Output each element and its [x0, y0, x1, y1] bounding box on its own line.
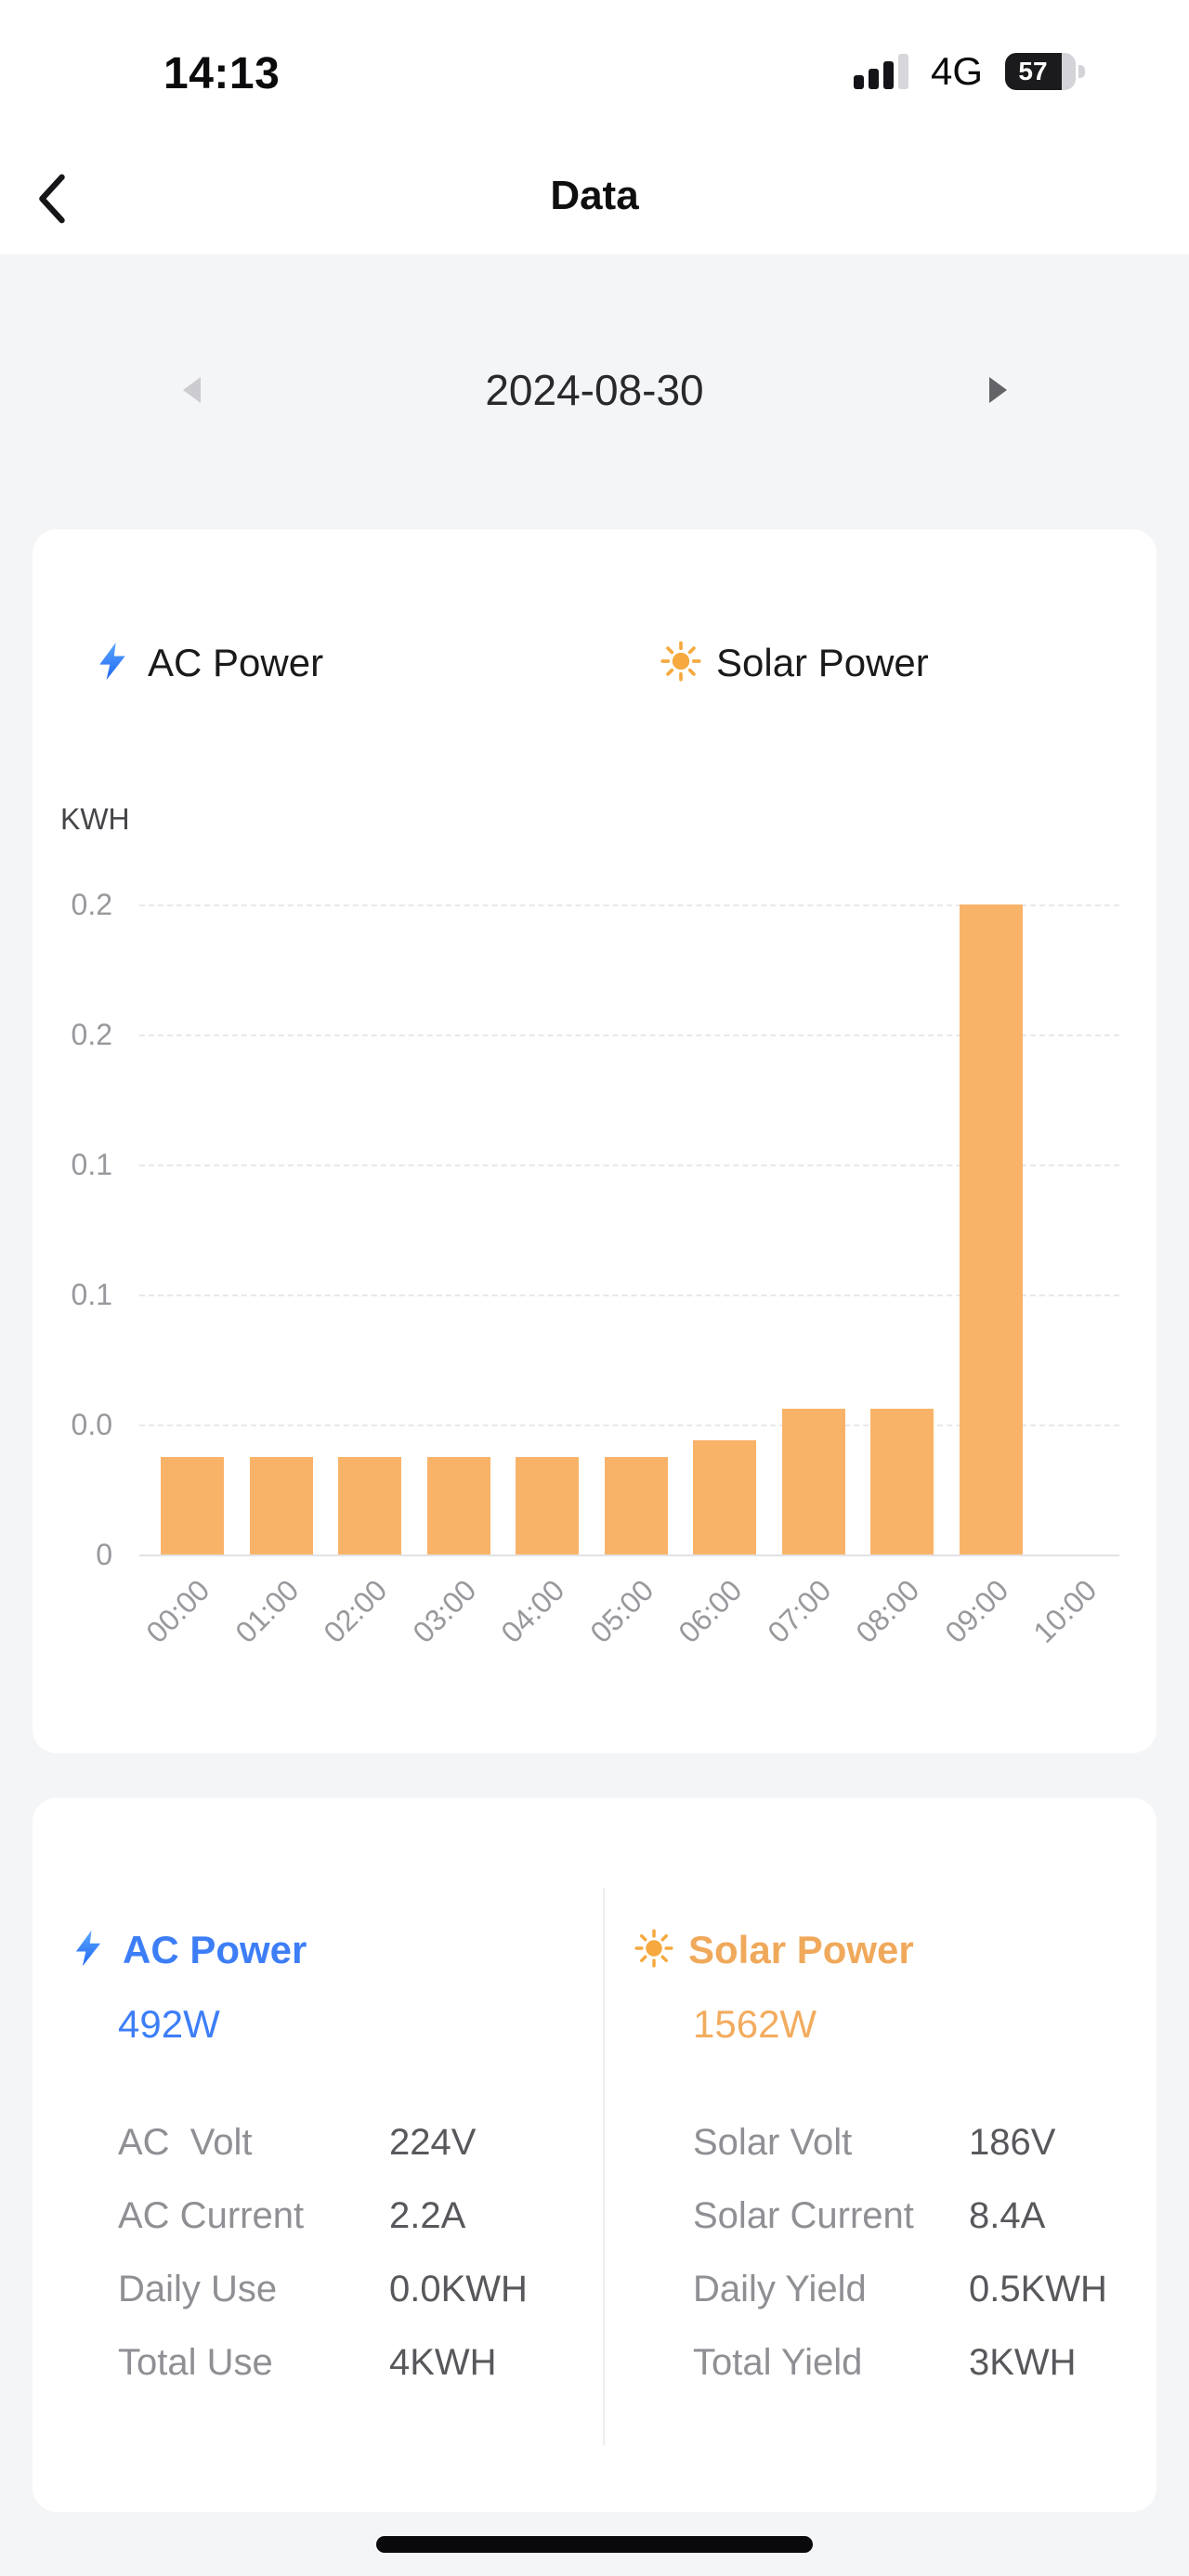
- chart-card: AC Power Solar Power KWH 0.2 0.2 0.1 0.1 0.0…: [33, 529, 1156, 1753]
- stat-value: 224V: [389, 2122, 477, 2163]
- clock-time: 14:13: [163, 49, 281, 98]
- stat-label: AC Current: [118, 2195, 305, 2236]
- stat-row-solar-current: Solar Current 8.4A: [693, 2179, 1130, 2253]
- chart-bar[interactable]: [693, 1440, 756, 1555]
- stat-row-solar-volt: Solar Volt 186V: [693, 2106, 1130, 2179]
- stat-row-daily-yield: Daily Yield 0.5KWH: [693, 2253, 1130, 2326]
- column-divider: [603, 1888, 605, 2445]
- chart-bar[interactable]: [604, 1457, 668, 1555]
- solar-power-title: Solar Power: [688, 1928, 914, 1971]
- chart-bar[interactable]: [516, 1457, 579, 1555]
- status-icons: 4G 57: [853, 0, 1085, 143]
- sun-icon: [634, 1928, 673, 1972]
- triangle-right-icon: [988, 377, 1007, 403]
- date-navigation: 2024-08-30: [0, 360, 1189, 420]
- stat-value: 8.4A: [969, 2195, 1046, 2236]
- solar-power-value: 1562W: [693, 2002, 817, 2046]
- info-card: AC Power 492W AC Volt 224V AC Current 2.…: [33, 1798, 1156, 2512]
- stat-label: Solar Current: [693, 2195, 914, 2236]
- network-type-label: 4G: [930, 49, 983, 93]
- back-button[interactable]: [33, 165, 108, 236]
- y-tick-label: 0.0: [71, 1408, 112, 1441]
- stat-row-ac-current: AC Current 2.2A: [118, 2179, 573, 2253]
- legend-item-solar-power[interactable]: Solar Power: [660, 637, 929, 689]
- chart-bar[interactable]: [338, 1457, 401, 1555]
- stat-value: 186V: [969, 2122, 1056, 2163]
- lightning-icon: [92, 641, 133, 686]
- page-title: Data: [550, 173, 639, 218]
- stat-label: Daily Use: [118, 2269, 278, 2309]
- ac-power-value: 492W: [118, 2002, 220, 2046]
- chart-bar[interactable]: [781, 1409, 845, 1555]
- gridline: [139, 1425, 1119, 1426]
- chart-bar[interactable]: [870, 1409, 934, 1555]
- top-white-area: [0, 0, 1189, 254]
- stat-value: 4KWH: [389, 2342, 497, 2383]
- stat-row-ac-volt: AC Volt 224V: [118, 2106, 573, 2179]
- stat-label: Solar Volt: [693, 2122, 853, 2163]
- battery-icon: 57: [1005, 53, 1085, 90]
- stat-value: 0.5KWH: [969, 2269, 1107, 2309]
- chart-bar[interactable]: [959, 904, 1023, 1555]
- ac-power-header: AC Power: [69, 1924, 307, 1976]
- lightning-icon: [69, 1929, 108, 1972]
- stat-value: 3KWH: [969, 2342, 1077, 2383]
- nav-bar: Data: [0, 143, 1189, 254]
- signal-strength-icon: [853, 54, 908, 89]
- y-tick-label: 0.2: [71, 1018, 112, 1051]
- next-day-button[interactable]: [960, 360, 1035, 420]
- chart-bar[interactable]: [249, 1457, 313, 1555]
- previous-day-button[interactable]: [154, 360, 229, 420]
- legend-label-ac: AC Power: [148, 641, 324, 684]
- battery-percent: 57: [1018, 57, 1048, 85]
- status-bar: 14:13 4G 57: [0, 0, 1189, 143]
- chevron-left-icon: [33, 172, 69, 230]
- ac-stats-rows: AC Volt 224V AC Current 2.2A Daily Use 0…: [118, 2106, 573, 2400]
- triangle-left-icon: [182, 377, 201, 403]
- gridline: [139, 904, 1119, 906]
- gridline: [139, 1164, 1119, 1166]
- sun-icon: [660, 640, 701, 686]
- solar-power-header: Solar Power: [634, 1924, 914, 1976]
- chart-bar[interactable]: [426, 1457, 490, 1555]
- gridline: [139, 1295, 1119, 1296]
- chart-bar[interactable]: [161, 1457, 224, 1555]
- gridline: [139, 1034, 1119, 1036]
- y-axis-unit-label: KWH: [60, 802, 130, 836]
- legend-label-solar: Solar Power: [716, 641, 929, 684]
- y-tick-label: 0.2: [71, 888, 112, 921]
- solar-stats-rows: Solar Volt 186V Solar Current 8.4A Daily…: [693, 2106, 1130, 2400]
- stat-row-total-use: Total Use 4KWH: [118, 2326, 573, 2400]
- selected-date: 2024-08-30: [485, 366, 704, 414]
- stat-row-total-yield: Total Yield 3KWH: [693, 2326, 1130, 2400]
- y-tick-label: 0.1: [71, 1278, 112, 1311]
- home-indicator[interactable]: [376, 2536, 813, 2553]
- stat-label: Total Yield: [693, 2342, 863, 2383]
- stat-row-daily-use: Daily Use 0.0KWH: [118, 2253, 573, 2326]
- stat-value: 0.0KWH: [389, 2269, 528, 2309]
- y-tick-label: 0: [96, 1538, 112, 1571]
- stat-label: Daily Yield: [693, 2269, 867, 2309]
- y-tick-label: 0.1: [71, 1148, 112, 1181]
- x-axis-line: [139, 1555, 1119, 1556]
- stat-label: Total Use: [118, 2342, 273, 2383]
- legend-item-ac-power[interactable]: AC Power: [92, 637, 323, 689]
- stat-label: AC Volt: [118, 2122, 253, 2163]
- ac-power-title: AC Power: [123, 1928, 307, 1971]
- stat-value: 2.2A: [389, 2195, 466, 2236]
